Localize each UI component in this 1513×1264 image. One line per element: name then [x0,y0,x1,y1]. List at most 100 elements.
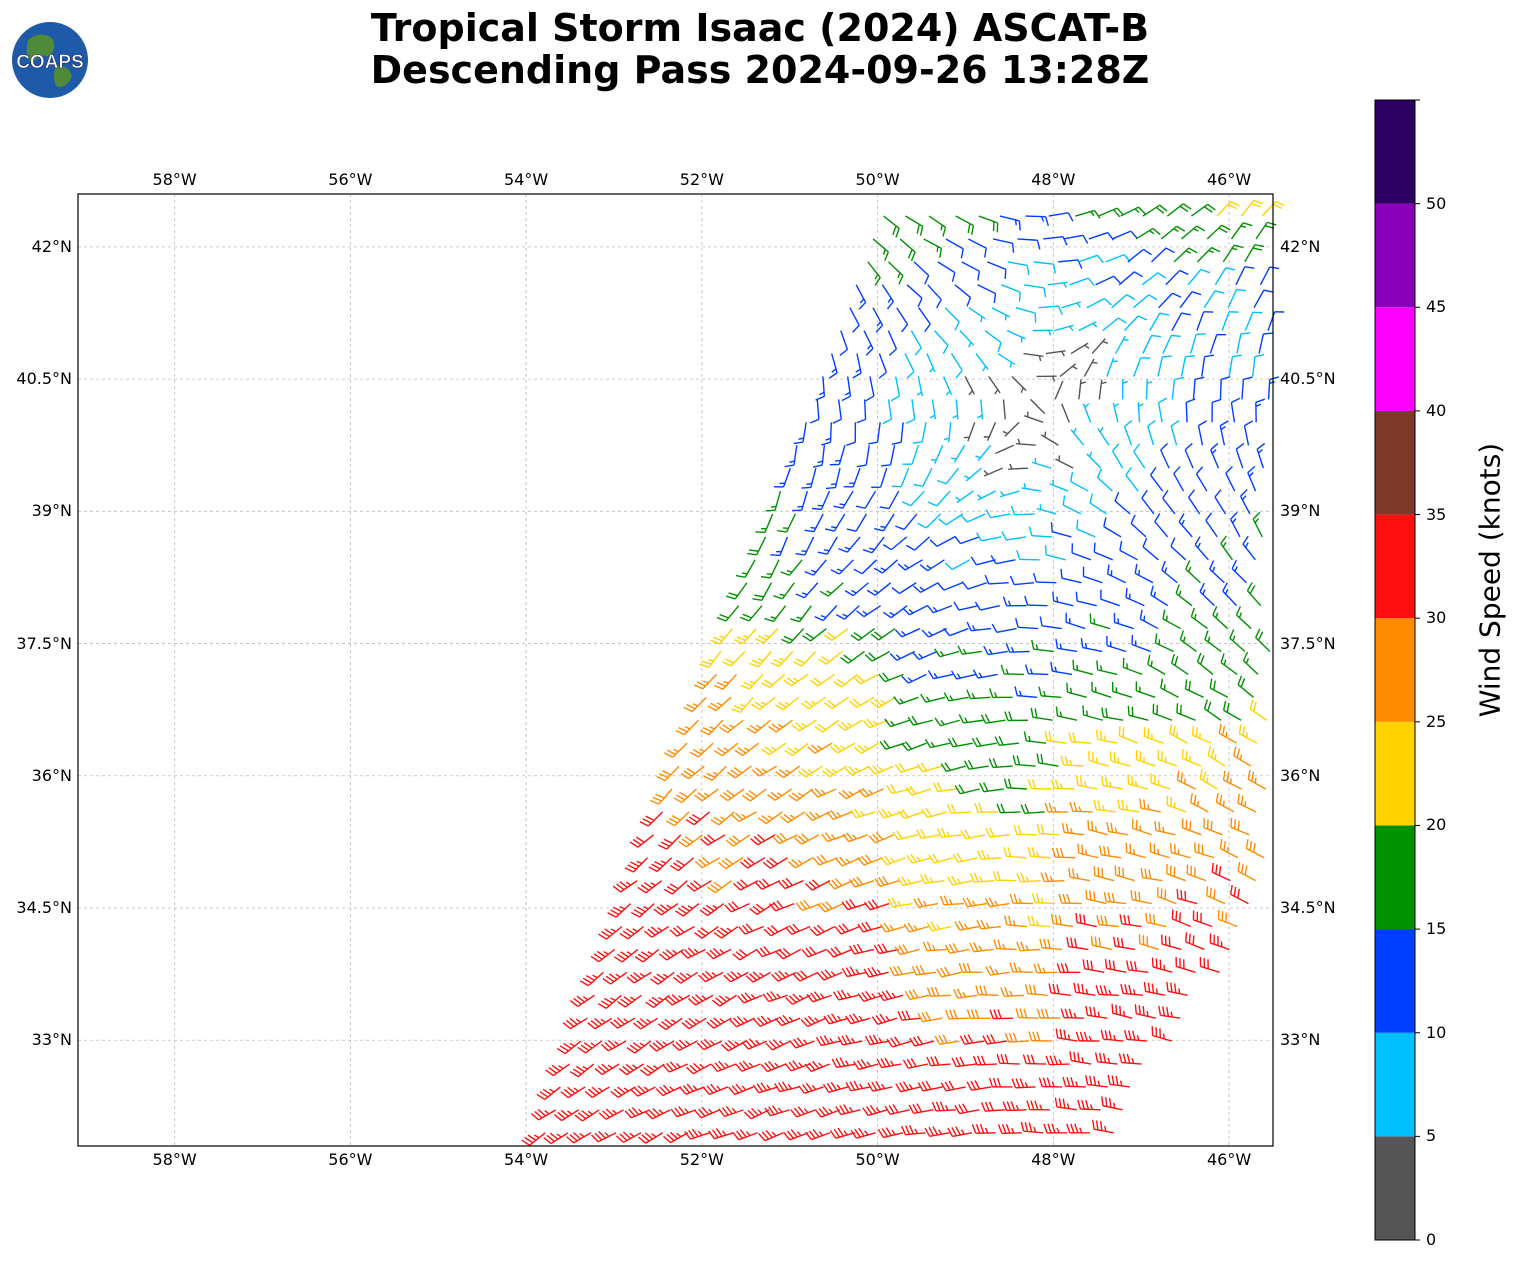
wind-barb-feather [1107,564,1110,575]
wind-barb-feather [935,299,942,309]
wind-barb-feather [1174,656,1179,666]
wind-barb-feather [878,673,886,682]
wind-barb-feather [784,464,795,468]
wind-barb-feather [874,698,883,707]
wind-barb-shaft [1162,618,1181,630]
wind-barb-shaft [544,1086,561,1100]
wind-barb-feather [1158,821,1161,832]
wind-barb-feather [962,963,967,973]
wind-barb-feather [774,1017,783,1027]
wind-barb-shaft [1166,804,1187,813]
wind-barb-shaft [872,238,889,253]
wind-barb-shaft [1206,894,1226,905]
wind-barb-shaft [1187,873,1207,882]
wind-barb-shaft [1230,826,1250,836]
wind-barb-feather [1179,630,1185,640]
wind-barb-feather [898,762,906,772]
wind-barb-feather [758,972,765,977]
wind-barb-feather [942,227,947,237]
wind-barb-feather [707,1108,713,1114]
wind-barb-feather [687,905,694,910]
wind-barb-feather [1076,519,1079,530]
wind-barb-feather [793,1038,801,1048]
wind-barb-feather [1242,651,1249,661]
wind-barb-feather [730,769,739,777]
wind-barb-feather [831,526,837,529]
wind-barb-feather [726,789,735,797]
wind-barb-feather [1047,329,1052,336]
wind-barb-feather [864,1035,871,1045]
wind-barb-shaft [1012,971,1033,974]
wind-barb-shaft [1071,1059,1092,1065]
wind-barb-feather [1131,775,1134,786]
wind-barb-shaft [1046,554,1066,561]
wind-barb-shaft [845,788,864,800]
wind-barb-feather [645,1001,654,1009]
wind-barb-shaft [803,582,819,599]
wind-barb-feather [934,986,940,997]
wind-barb-feather [653,908,662,916]
wind-barb-feather [587,1022,596,1030]
wind-barb-feather [1226,772,1230,782]
wind-barb-feather [1176,225,1186,232]
wind-barb-feather [669,883,679,890]
wind-barb-shaft [1006,536,1027,541]
wind-barb-shaft [1009,650,1030,653]
wind-barb-feather [831,879,839,888]
wind-barb-feather [701,1107,710,1116]
wind-barb-feather [1118,726,1121,736]
wind-barb-feather [662,1064,670,1073]
wind-barb-feather [948,943,955,953]
wind-barb-feather [900,1125,907,1135]
wind-barb-feather [1036,824,1041,834]
wind-barb-shaft [855,513,867,532]
colorbar-tick-label: 15 [1426,919,1447,939]
wind-barb-feather [875,324,884,333]
wind-barb-shaft [910,490,925,507]
wind-barb-feather [988,1101,994,1111]
wind-barb-feather [994,389,999,395]
wind-barb-shaft [1098,993,1119,996]
wind-barb-feather [1113,1034,1116,1041]
wind-barb-feather [853,808,861,817]
wind-barb-feather [711,972,717,977]
wind-barb-shaft [1068,945,1089,951]
wind-barb-shaft [1128,969,1149,974]
wind-barb-feather [1207,701,1212,712]
wind-barb-feather [858,789,866,798]
wind-barb-feather [1205,512,1213,521]
wind-barb-feather [1149,913,1152,924]
wind-barb-feather [790,618,800,623]
wind-barb-feather [1123,914,1127,925]
wind-barb-feather [655,1040,664,1048]
wind-barb-feather [712,904,718,909]
wind-barb-feather [873,589,879,594]
wind-barb-feather [1076,873,1079,879]
lat-tick-label-right: 34.5°N [1280,898,1336,917]
wind-barb-feather [820,854,828,863]
wind-barb-feather [725,1105,733,1115]
wind-barb-feather [1222,800,1225,807]
wind-barb-feather [573,997,582,1005]
wind-barb-feather [645,815,655,821]
wind-barb-feather [869,1104,877,1114]
wind-barb-shaft [1103,716,1124,721]
wind-barb-feather [1040,1008,1045,1019]
wind-barb-feather [1046,1077,1051,1087]
colorbar-tick-label: 40 [1426,400,1447,420]
wind-barb-shaft [1199,778,1218,790]
wind-barb-feather [1159,312,1170,316]
wind-barb-feather [1050,778,1055,789]
wind-barb-feather [1077,843,1080,854]
wind-barb-feather [865,395,875,402]
wind-barb-feather [1010,1101,1016,1111]
wind-barb-shaft [860,673,879,685]
wind-barb-feather [746,857,755,865]
wind-barb-feather [985,922,990,929]
wind-barb-feather [928,854,935,864]
wind-barb-feather [735,1130,744,1139]
wind-barb-feather [917,897,924,907]
wind-barb-feather [766,859,775,867]
wind-barb-feather [1054,1097,1058,1108]
wind-barb-feather [549,1088,555,1093]
